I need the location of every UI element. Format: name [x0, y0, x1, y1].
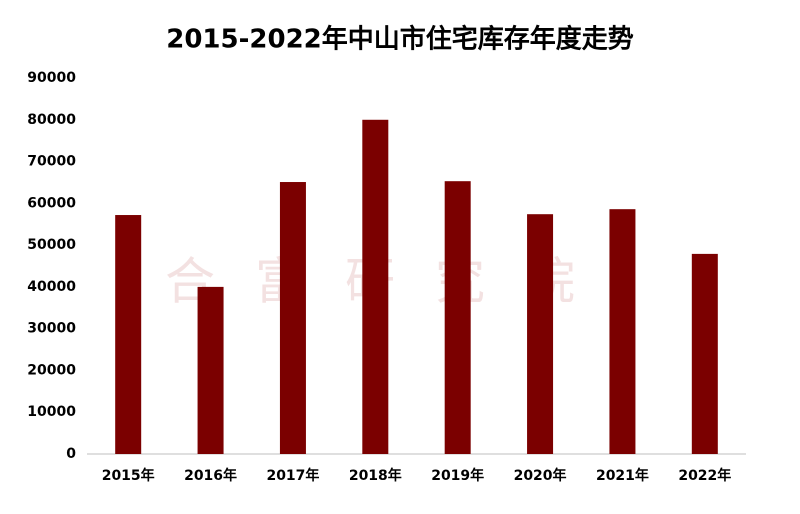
bar — [115, 215, 142, 454]
bar — [444, 181, 471, 455]
x-tick-label: 2021年 — [596, 467, 649, 484]
bar — [197, 286, 224, 454]
y-tick-label: 10000 — [27, 404, 76, 420]
y-tick-label: 90000 — [27, 70, 76, 86]
y-tick-label: 30000 — [27, 321, 76, 337]
x-tick-label: 2019年 — [431, 467, 484, 484]
bar — [527, 214, 554, 454]
chart-title: 2015-2022年中山市住宅库存年度走势 — [166, 24, 634, 55]
bar — [279, 182, 306, 454]
y-tick-label: 50000 — [27, 237, 76, 253]
x-tick-label: 2018年 — [349, 467, 402, 484]
bar — [362, 119, 389, 455]
y-tick-label: 60000 — [27, 195, 76, 211]
x-tick-label: 2020年 — [514, 467, 567, 484]
y-tick-label: 70000 — [27, 154, 76, 170]
y-tick-label: 0 — [66, 446, 76, 462]
x-tick-label: 2015年 — [102, 467, 155, 484]
x-tick-label: 2022年 — [678, 467, 731, 484]
x-tick-label: 2016年 — [184, 467, 237, 484]
bar — [609, 209, 636, 454]
y-tick-label: 80000 — [27, 112, 76, 128]
y-tick-label: 20000 — [27, 362, 76, 378]
x-tick-label: 2017年 — [266, 467, 319, 484]
y-tick-label: 40000 — [27, 279, 76, 295]
bar — [691, 253, 718, 454]
